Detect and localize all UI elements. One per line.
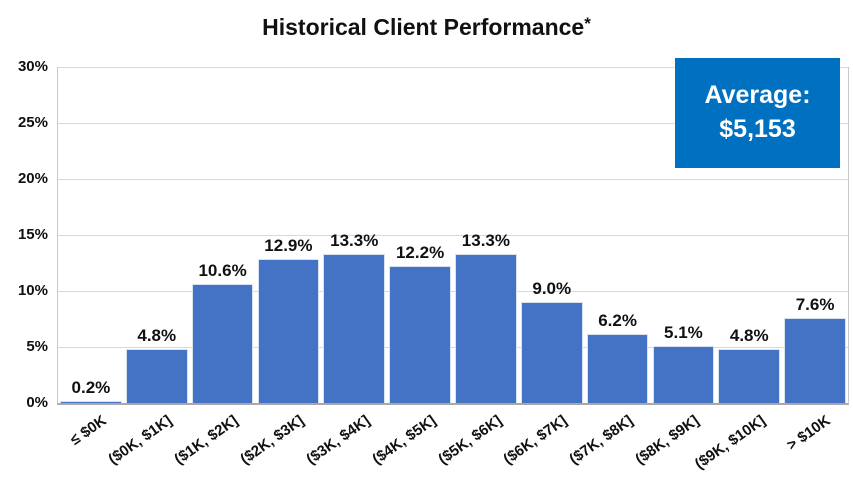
bar-value-label: 10.6% [198, 261, 247, 281]
bar-2 [125, 349, 188, 403]
x-axis-tick-label: ($1K, $2K] [171, 412, 242, 469]
average-box-label: Average: [704, 81, 811, 110]
chart-title-footnote-asterisk: * [584, 14, 591, 33]
chart-title-text: Historical Client Performance [262, 14, 585, 40]
bar-value-label: 12.2% [395, 243, 445, 263]
gridline [58, 291, 848, 292]
bar-10 [652, 345, 715, 403]
gridline [58, 123, 848, 124]
bar-11 [718, 349, 781, 403]
gridline [58, 347, 848, 348]
x-axis-tick-label: ($4K, $5K] [369, 412, 439, 469]
gridline [58, 67, 848, 68]
y-axis-tick-label: 10% [17, 282, 48, 299]
bar-value-label: 12.9% [264, 235, 313, 255]
x-axis-tick-label: ($9K, $10K] [691, 412, 769, 473]
gridline [58, 235, 848, 236]
average-box: Average: $5,153 [675, 58, 840, 168]
y-axis-tick-label: 0% [26, 394, 48, 411]
bar-7 [455, 254, 517, 403]
x-axis-tick-label: ($6K, $7K] [500, 412, 571, 469]
gridline [58, 179, 848, 180]
bar-value-label: 4.8% [137, 326, 177, 346]
bar-3 [191, 284, 254, 403]
bar-value-label: 4.8% [729, 326, 769, 346]
y-axis-tick-label: 30% [17, 58, 48, 75]
x-axis-tick-label: ($2K, $3K] [237, 412, 308, 469]
bar-1 [60, 400, 122, 403]
bar-12 [784, 317, 846, 403]
chart-title: Historical Client Performance* [0, 14, 853, 41]
y-axis-tick-label: 15% [17, 226, 48, 243]
bar-4 [257, 258, 320, 403]
bar-8 [520, 302, 583, 403]
plot-area: 0.2% 4.8% 10.6% 12.9% 13.3% 12.2% 13.3% 9.0% 6.2… [57, 67, 849, 405]
x-axis-tick-label: ≤ $0K [67, 412, 110, 449]
x-axis-tick-label: ($5K, $6K] [434, 412, 505, 469]
bar-value-label: 5.1% [664, 322, 703, 342]
y-axis-tick-label: 20% [17, 170, 48, 187]
y-axis-tick-label: 5% [26, 338, 48, 355]
bar-value-label: 13.3% [330, 231, 379, 251]
x-axis-tick-label: > $10K [784, 412, 834, 454]
bar-value-label: 7.6% [795, 294, 835, 314]
bar-value-label: 9.0% [532, 279, 572, 299]
bar-9 [586, 333, 649, 403]
x-axis-tick-label: ($3K, $4K] [303, 412, 374, 469]
bar-6 [389, 266, 451, 403]
bar-value-label: 6.2% [598, 310, 637, 330]
x-axis-tick-label: ($0K, $1K] [105, 412, 176, 469]
bar-5 [323, 254, 386, 403]
bar-value-label: 0.2% [71, 377, 111, 397]
bar-value-label: 13.3% [461, 231, 511, 251]
x-axis-tick-label: ($7K, $8K] [566, 412, 637, 469]
y-axis-tick-label: 25% [17, 114, 48, 131]
average-box-value: $5,153 [719, 115, 796, 143]
